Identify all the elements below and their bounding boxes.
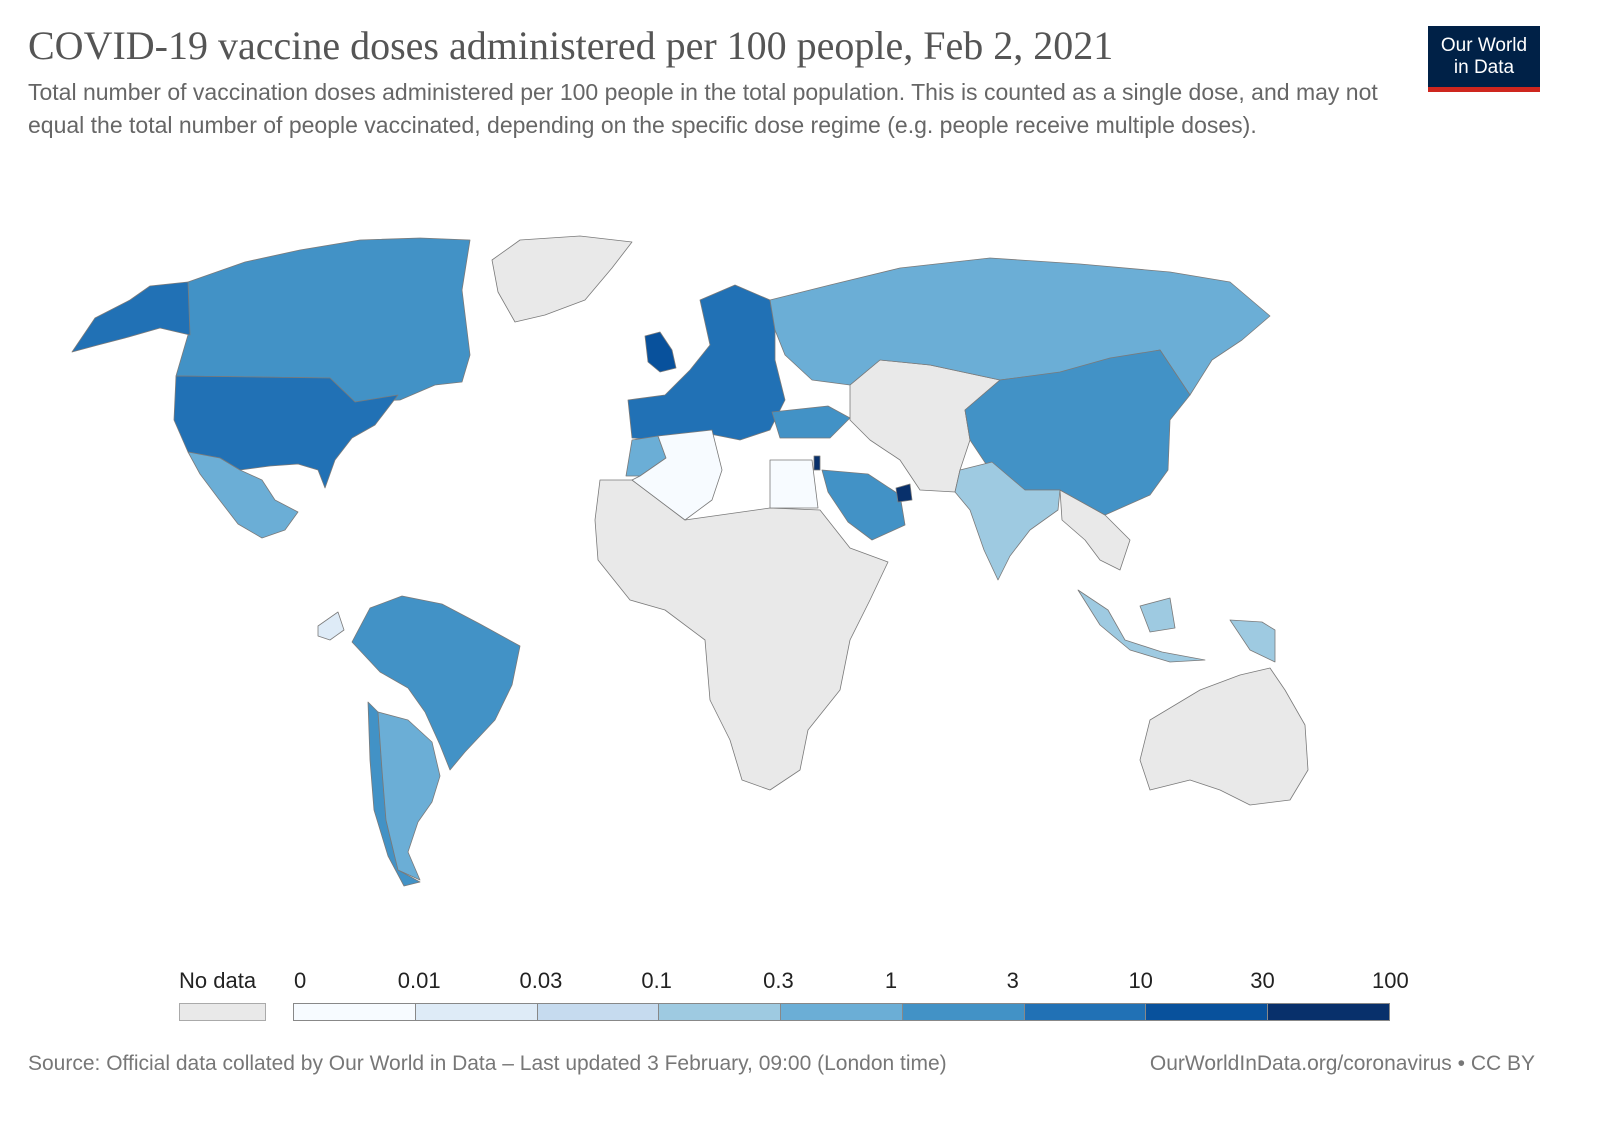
legend-tick-label: 100	[1372, 968, 1409, 993]
legend-bin[interactable]	[536, 1003, 660, 1021]
region-argentina[interactable]	[377, 711, 441, 881]
legend-tick-label: 0.3	[763, 968, 794, 993]
region-turkey[interactable]	[771, 405, 851, 439]
legend-bin[interactable]	[1023, 1003, 1147, 1021]
region-brazil[interactable]	[351, 595, 521, 771]
region-algeria[interactable]	[631, 429, 723, 521]
owid-logo[interactable]: Our World in Data	[1428, 26, 1540, 92]
world-map	[71, 235, 1309, 887]
region-ecuador[interactable]	[317, 611, 345, 641]
legend-bin[interactable]	[901, 1003, 1025, 1021]
region-mexico[interactable]	[187, 451, 299, 539]
logo-line-1: Our World	[1440, 35, 1528, 56]
legend-tick-label: 10	[1128, 968, 1153, 993]
logo-line-2: in Data	[1453, 57, 1515, 78]
region-russia[interactable]	[769, 257, 1271, 396]
region-saudi-arabia[interactable]	[821, 469, 906, 541]
chart-title: COVID-19 vaccine doses administered per …	[28, 23, 1114, 68]
legend-tick-label: 30	[1250, 968, 1275, 993]
legend-tick-label: 0	[294, 968, 307, 993]
region-india[interactable]	[954, 461, 1061, 581]
legend-bin[interactable]	[293, 1003, 416, 1021]
region-alaska[interactable]	[71, 281, 191, 353]
region-united-kingdom[interactable]	[644, 331, 677, 373]
chart-subtitle: Total number of vaccination doses admini…	[28, 79, 1378, 138]
legend-tick-label: 3	[1006, 968, 1019, 993]
region-greenland[interactable]	[491, 235, 633, 323]
region-indonesia[interactable]	[1077, 589, 1276, 663]
legend-no-data-label: No data	[179, 968, 257, 993]
region-israel[interactable]	[813, 455, 821, 471]
legend-bin[interactable]	[1267, 1003, 1391, 1021]
source-note[interactable]: Source: Official data collated by Our Wo…	[28, 1052, 947, 1075]
legend-bin[interactable]	[658, 1003, 782, 1021]
legend-bin[interactable]	[780, 1003, 903, 1021]
region-egypt[interactable]	[769, 459, 819, 509]
legend-tick-label: 0.03	[519, 968, 563, 993]
legend-bin[interactable]	[1145, 1003, 1269, 1021]
legend-tick-label: 0.01	[397, 968, 441, 993]
credit-note[interactable]: OurWorldInData.org/coronavirus • CC BY	[1149, 1052, 1535, 1075]
legend-no-data-swatch	[179, 1003, 266, 1021]
region-australia[interactable]	[1139, 667, 1309, 806]
legend-color-scale	[293, 1003, 1391, 1021]
region-united-arab-emirates[interactable]	[895, 483, 913, 503]
legend-tick-label: 1	[884, 968, 898, 993]
region-africa[interactable]	[594, 479, 889, 791]
legend-tick-label: 0.1	[641, 968, 672, 993]
legend-bin[interactable]	[414, 1003, 538, 1021]
region-southeast-asia[interactable]	[1059, 489, 1131, 571]
